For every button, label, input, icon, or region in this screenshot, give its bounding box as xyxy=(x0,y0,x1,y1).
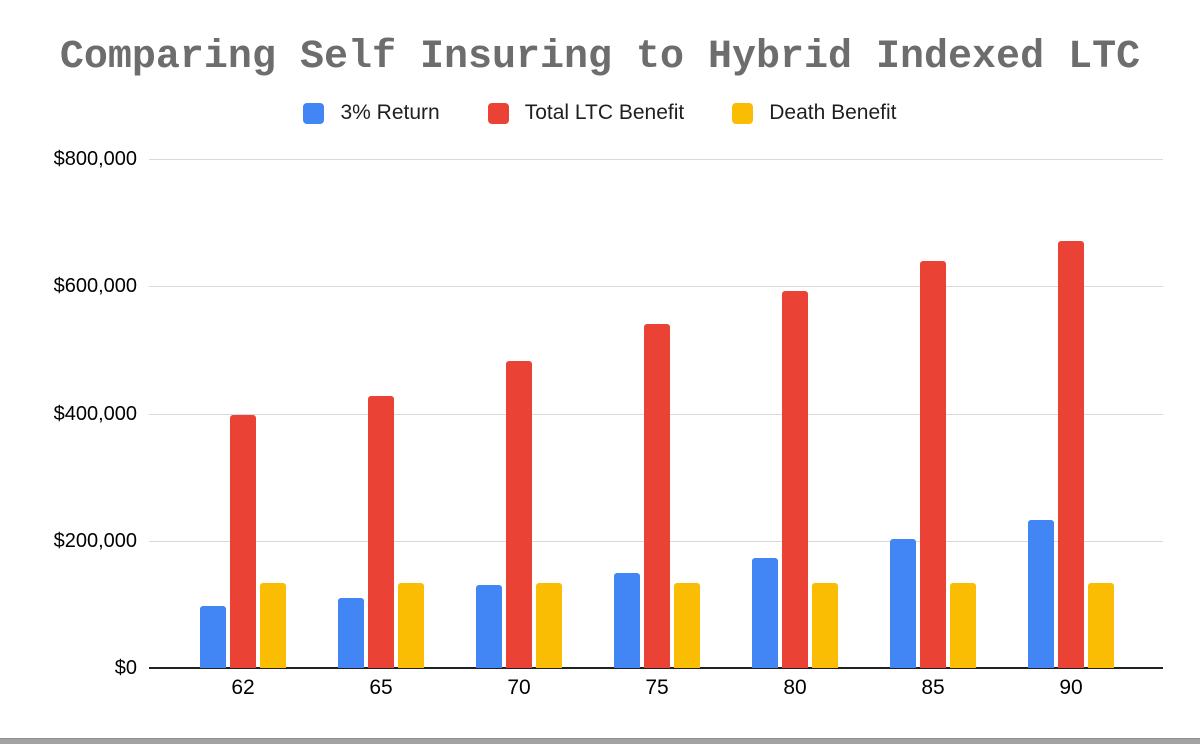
bar xyxy=(200,606,226,668)
legend-item: Death Benefit xyxy=(732,101,897,125)
bar xyxy=(1028,519,1054,668)
y-tick-label: $600,000 xyxy=(53,275,137,298)
x-axis-line xyxy=(149,667,1163,669)
legend-swatch xyxy=(487,102,509,124)
legend-label: Total LTC Benefit xyxy=(524,101,685,124)
legend-label: Death Benefit xyxy=(769,101,897,124)
bar xyxy=(1058,241,1084,668)
bar xyxy=(782,290,808,668)
plot-area xyxy=(149,159,1163,669)
x-tick-label: 65 xyxy=(369,676,393,699)
x-tick-label: 62 xyxy=(231,676,255,699)
bar xyxy=(920,261,946,668)
bar xyxy=(230,415,256,668)
legend-item: Total LTC Benefit xyxy=(487,101,685,125)
x-tick-label: 70 xyxy=(507,676,531,699)
bar xyxy=(950,582,976,668)
bar xyxy=(614,573,640,668)
bar-group xyxy=(614,324,700,668)
gridline xyxy=(149,286,1163,288)
bar xyxy=(368,396,394,668)
y-tick-label: $200,000 xyxy=(53,529,137,552)
bar xyxy=(812,582,838,668)
x-tick-label: 80 xyxy=(783,676,807,699)
bar xyxy=(1088,582,1114,668)
legend-swatch xyxy=(732,102,754,124)
bar xyxy=(890,538,916,668)
bar-group xyxy=(1028,241,1114,668)
bar xyxy=(260,582,286,668)
bar-group xyxy=(476,360,562,668)
x-tick-label: 90 xyxy=(1059,676,1083,699)
chart-legend: 3% Return Total LTC Benefit Death Benefit xyxy=(0,101,1200,125)
bar xyxy=(644,324,670,668)
y-tick-label: $800,000 xyxy=(53,148,137,170)
gridline xyxy=(149,159,1163,160)
bar xyxy=(506,360,532,668)
chart-title: Comparing Self Insuring to Hybrid Indexe… xyxy=(59,35,1141,80)
bar-group xyxy=(890,261,976,668)
bar xyxy=(338,598,364,668)
x-tick-label: 75 xyxy=(645,676,669,699)
bar xyxy=(536,582,562,668)
bar xyxy=(752,557,778,668)
window-bottom-edge xyxy=(0,738,1200,744)
bar-group xyxy=(338,396,424,668)
legend-label: 3% Return xyxy=(340,101,440,124)
bar-group xyxy=(200,415,286,668)
legend-swatch xyxy=(303,102,325,124)
bar xyxy=(398,582,424,668)
legend-item: 3% Return xyxy=(303,101,440,125)
y-tick-label: $400,000 xyxy=(53,402,137,425)
bar xyxy=(674,582,700,668)
bar-group xyxy=(752,290,838,668)
y-tick-label: $0 xyxy=(114,657,137,679)
bar xyxy=(476,585,502,668)
x-tick-label: 85 xyxy=(921,676,945,699)
